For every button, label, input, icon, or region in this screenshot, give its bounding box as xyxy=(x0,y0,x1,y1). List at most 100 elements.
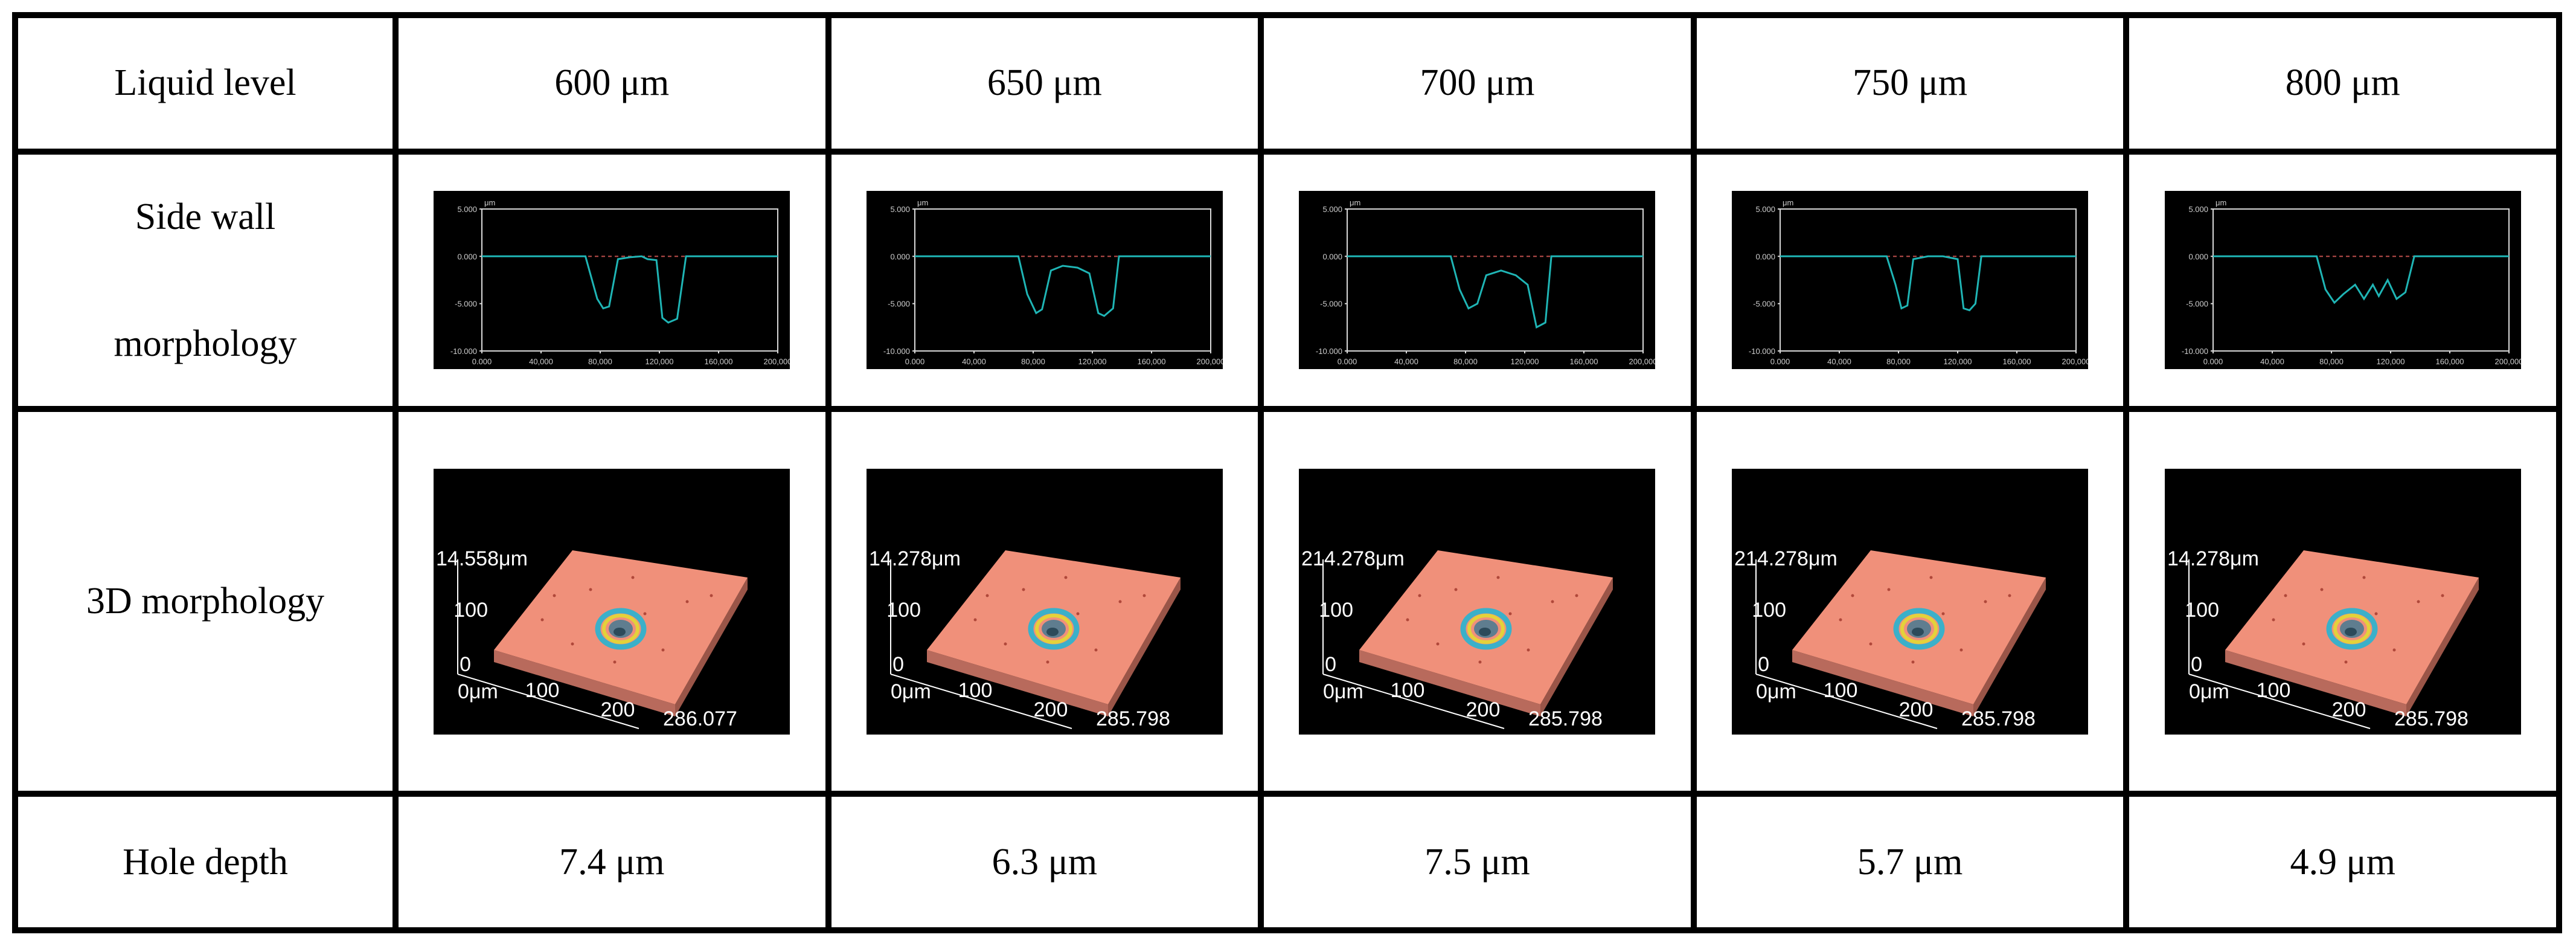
x-tick-label: 160,000 xyxy=(1570,357,1598,366)
morph-3d-650: 14.278μm 100 0 0μm 100 200 285.798 xyxy=(866,468,1223,735)
y-tick-label: -5.000 xyxy=(1753,300,1775,309)
x-200-label: 200 xyxy=(2331,698,2366,721)
z-max-label: 14.278μm xyxy=(2167,547,2259,570)
x-axis-line xyxy=(890,673,1072,729)
x-axis-line xyxy=(1755,673,1938,729)
x-tick-label: 80,000 xyxy=(1021,357,1045,366)
surface-speckle xyxy=(2374,612,2378,616)
surface-speckle xyxy=(1064,576,1068,579)
surface-speckle xyxy=(1575,594,1578,597)
z-mid-label: 100 xyxy=(1319,599,1354,622)
surface-speckle xyxy=(553,594,556,597)
surface-side-face xyxy=(1540,577,1613,716)
z-max-label: 14.558μm xyxy=(436,547,528,570)
surface-speckle xyxy=(643,612,647,616)
hole-bottom xyxy=(1912,627,1924,636)
x-end-label: 286.077 xyxy=(663,707,737,730)
x-tick-label: 120,000 xyxy=(646,357,674,366)
surface-speckle xyxy=(1911,660,1915,664)
x-200-label: 200 xyxy=(1034,698,1068,721)
y-tick-label: -5.000 xyxy=(455,300,477,309)
surface-speckle xyxy=(1869,642,1873,646)
hole-outer-ring xyxy=(1460,608,1512,650)
liquid-level-600: 600 μm xyxy=(399,18,825,149)
x-tick-label: 0.000 xyxy=(472,357,492,366)
morph-3d-800: 14.278μm 100 0 0μm 100 200 285.798 xyxy=(2164,468,2521,735)
surface-speckle xyxy=(2008,594,2011,597)
surface-speckle xyxy=(1418,594,1421,597)
surface-speckle xyxy=(1142,594,1146,597)
surface-speckle xyxy=(2392,648,2396,652)
x-tick-label: 160,000 xyxy=(1137,357,1165,366)
liquid-level-800: 800 μm xyxy=(2129,18,2556,149)
y-axis-unit: μm xyxy=(917,198,928,207)
y-tick-label: 5.000 xyxy=(1323,205,1343,214)
z-mid-label: 100 xyxy=(454,599,489,622)
z-mid-label: 100 xyxy=(1752,599,1786,622)
x-tick-label: 40,000 xyxy=(1827,357,1851,366)
z-max-label: 14.278μm xyxy=(869,547,961,570)
hole-outer-ring xyxy=(595,608,647,650)
x-origin-label: 0μm xyxy=(1323,680,1363,703)
surface-speckle xyxy=(1887,588,1891,591)
plot-background xyxy=(2164,191,2521,370)
hole-outer-ring xyxy=(2326,608,2378,650)
surface-front-face xyxy=(494,649,676,716)
x-end-label: 285.798 xyxy=(1961,707,2036,730)
header-side-wall: Side wall morphology xyxy=(18,154,392,407)
hole-mid-ring xyxy=(1467,613,1505,644)
hole-bottom xyxy=(1479,627,1491,636)
surface-speckle xyxy=(710,594,713,597)
plot-background xyxy=(434,191,790,370)
surface-speckle xyxy=(571,642,574,646)
plot-frame xyxy=(1780,208,2077,352)
surface-speckle xyxy=(2272,618,2275,622)
z-mid-label: 100 xyxy=(2185,599,2219,622)
hole-bottom xyxy=(614,627,626,636)
x-tick-label: 120,000 xyxy=(1944,357,1972,366)
surface-speckle xyxy=(1076,612,1080,616)
surface-speckle xyxy=(2362,576,2366,579)
z-zero-label: 0 xyxy=(460,653,471,676)
plot-background xyxy=(866,191,1223,370)
z-max-label: 214.278μm xyxy=(1301,547,1405,570)
x-tick-label: 80,000 xyxy=(1886,357,1911,366)
x-tick-label: 200,000 xyxy=(1629,357,1656,366)
surface-speckle xyxy=(631,576,635,579)
x-tick-label: 0.000 xyxy=(1770,357,1790,366)
surface-speckle xyxy=(1508,612,1512,616)
profile-cell-800: μm 5.000 0.000 -5.000 -10.000 0.000 40,000 80,0… xyxy=(2129,154,2556,407)
surface-speckle xyxy=(1406,618,1409,622)
hole-outer-ring xyxy=(1893,608,1945,650)
y-tick-label: 5.000 xyxy=(458,205,478,214)
morph-cell-700: 214.278μm 100 0 0μm 100 200 285.798 xyxy=(1264,412,1691,791)
x-origin-label: 0μm xyxy=(458,680,498,703)
surface-speckle xyxy=(2302,642,2305,646)
surface-speckle xyxy=(589,588,592,591)
header-3d-morphology: 3D morphology xyxy=(18,412,392,791)
y-tick-label: -10.000 xyxy=(2182,347,2208,356)
z-zero-label: 0 xyxy=(892,653,904,676)
liquid-level-650: 650 μm xyxy=(831,18,1258,149)
surface-front-face xyxy=(1359,649,1541,716)
x-tick-label: 160,000 xyxy=(2435,357,2464,366)
morph-3d-750: 214.278μm 100 0 0μm 100 200 285.798 xyxy=(1732,468,2089,735)
surface-speckle xyxy=(1046,660,1049,664)
hole-mid-ring xyxy=(2333,613,2371,644)
surface-speckle xyxy=(1118,600,1122,603)
y-tick-label: -10.000 xyxy=(450,347,477,356)
x-tick-label: 80,000 xyxy=(588,357,612,366)
x-tick-label: 160,000 xyxy=(705,357,733,366)
surface-speckle xyxy=(1527,648,1530,652)
y-tick-label: -5.000 xyxy=(1321,300,1343,309)
liquid-level-750: 750 μm xyxy=(1696,18,2124,149)
surface-speckle xyxy=(973,618,977,622)
surface-speckle xyxy=(1959,648,1963,652)
y-tick-label: -10.000 xyxy=(1749,347,1775,356)
y-tick-label: 0.000 xyxy=(890,253,910,262)
surface-speckle xyxy=(1478,660,1482,664)
surface-speckle xyxy=(1984,600,1987,603)
